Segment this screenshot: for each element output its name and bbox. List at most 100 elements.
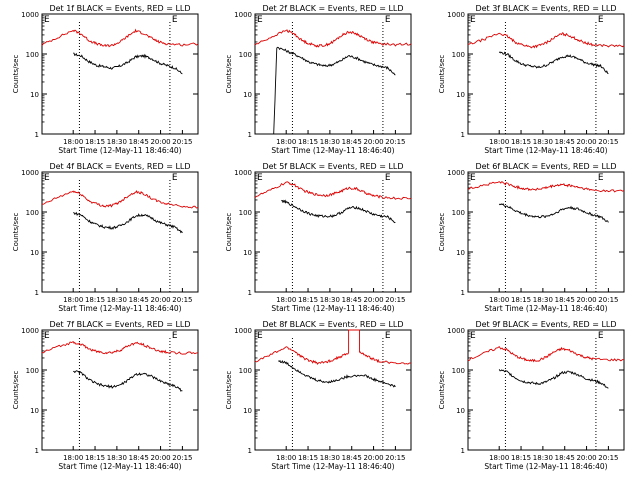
x-tick-label: 20:00: [363, 454, 383, 462]
x-tick-label: 18:15: [298, 296, 318, 304]
corner-mark: E: [172, 331, 178, 341]
plot-frame: [254, 171, 412, 293]
panel-title: Det 3f BLACK = Events, RED = LLD: [475, 4, 616, 13]
series-lld-line: [41, 28, 199, 48]
x-tick-label: 20:15: [385, 138, 405, 146]
corner-mark: E: [44, 331, 50, 341]
y-tick-label: 10: [456, 249, 465, 257]
x-tick-label: 20:00: [363, 138, 383, 146]
x-axis-label: Start Time (12-May-11 18:46:40): [58, 304, 181, 313]
y-tick-label: 1000: [21, 11, 39, 19]
y-tick-label: 100: [26, 209, 39, 217]
x-tick-label: 18:45: [129, 454, 149, 462]
panel-9: Det 9f BLACK = Events, RED = LLD 1 10 100 10…: [438, 320, 625, 471]
x-tick-label: 18:30: [533, 138, 553, 146]
x-tick-label: 18:30: [320, 296, 340, 304]
x-tick-label: 20:15: [172, 138, 192, 146]
series-lld-line: [467, 345, 625, 363]
x-axis-label: Start Time (12-May-11 18:46:40): [58, 146, 181, 155]
x-axis-label: Start Time (12-May-11 18:46:40): [484, 146, 607, 155]
corner-mark: E: [257, 15, 263, 25]
x-tick-label: 20:00: [363, 296, 383, 304]
y-tick-label: 100: [452, 51, 465, 59]
x-tick-label: 20:00: [576, 138, 596, 146]
x-tick-label: 20:00: [150, 296, 170, 304]
x-tick-label: 18:00: [276, 296, 296, 304]
x-tick-label: 18:15: [85, 138, 105, 146]
x-tick-label: 18:00: [63, 296, 83, 304]
x-tick-label: 18:00: [276, 454, 296, 462]
y-tick-label: 1: [248, 447, 252, 455]
series-lld-line: [41, 340, 199, 355]
y-tick-label: 1: [248, 131, 252, 139]
x-tick-label: 18:15: [85, 296, 105, 304]
corner-mark: E: [385, 173, 391, 183]
x-tick-label: 20:00: [150, 138, 170, 146]
corner-mark: E: [172, 15, 178, 25]
x-tick-label: 18:30: [107, 296, 127, 304]
x-tick-label: 18:00: [276, 138, 296, 146]
x-tick-label: 20:00: [576, 454, 596, 462]
y-tick-label: 1: [35, 289, 39, 297]
y-tick-label: 1000: [447, 169, 465, 177]
x-axis-label: Start Time (12-May-11 18:46:40): [58, 462, 181, 471]
x-tick-label: 18:30: [107, 138, 127, 146]
y-axis-label: Counts/sec: [12, 371, 20, 410]
series-events-line: [278, 359, 396, 388]
x-tick-label: 18:15: [298, 138, 318, 146]
y-tick-label: 1000: [234, 11, 252, 19]
panel-4: Det 4f BLACK = Events, RED = LLD 1 10 100 10…: [12, 162, 199, 313]
corner-mark: E: [598, 15, 604, 25]
y-tick-label: 10: [243, 91, 252, 99]
y-tick-label: 100: [26, 51, 39, 59]
corner-mark: E: [598, 173, 604, 183]
series-lld-line: [41, 190, 199, 209]
y-tick-label: 10: [30, 91, 39, 99]
x-axis-label: Start Time (12-May-11 18:46:40): [271, 146, 394, 155]
x-tick-label: 20:15: [172, 454, 192, 462]
y-tick-label: 1000: [21, 169, 39, 177]
panel-2: Det 2f BLACK = Events, RED = LLD 1 10 100 10…: [225, 4, 412, 155]
x-tick-label: 20:15: [598, 138, 618, 146]
y-axis-label: Counts/sec: [12, 213, 20, 252]
corner-mark: E: [385, 15, 391, 25]
x-tick-label: 18:15: [511, 454, 531, 462]
corner-mark: E: [385, 331, 391, 341]
y-tick-label: 100: [239, 367, 252, 375]
x-tick-label: 18:30: [320, 454, 340, 462]
y-tick-label: 100: [452, 209, 465, 217]
y-tick-label: 1: [35, 447, 39, 455]
y-axis-label: Counts/sec: [438, 371, 446, 410]
series-events-line: [498, 51, 609, 75]
plot-frame: [41, 13, 199, 135]
corner-mark: E: [470, 15, 476, 25]
panel-1: Det 1f BLACK = Events, RED = LLD 1 10 100 10…: [12, 4, 199, 155]
y-axis-label: Counts/sec: [225, 55, 233, 94]
y-tick-label: 1: [461, 131, 465, 139]
x-tick-label: 18:15: [511, 296, 531, 304]
y-tick-label: 1000: [234, 169, 252, 177]
corner-mark: E: [257, 173, 263, 183]
x-tick-label: 20:00: [576, 296, 596, 304]
plot-frame: [467, 171, 625, 293]
panel-8: Det 8f BLACK = Events, RED = LLD 1 10 100 10…: [225, 320, 412, 471]
series-events-line: [498, 369, 609, 389]
x-tick-label: 18:45: [129, 138, 149, 146]
y-tick-label: 1000: [234, 327, 252, 335]
panel-title: Det 7f BLACK = Events, RED = LLD: [49, 320, 190, 329]
x-tick-label: 18:45: [555, 296, 575, 304]
y-tick-label: 1000: [447, 327, 465, 335]
series-events-line: [498, 203, 609, 223]
x-tick-label: 18:15: [85, 454, 105, 462]
x-tick-label: 18:15: [298, 454, 318, 462]
x-tick-label: 18:30: [533, 296, 553, 304]
plot-frame: [467, 13, 625, 135]
y-tick-label: 1: [248, 289, 252, 297]
x-tick-label: 18:45: [555, 138, 575, 146]
panel-7: Det 7f BLACK = Events, RED = LLD 1 10 100 10…: [12, 320, 199, 471]
series-lld-line: [467, 32, 625, 49]
corner-mark: E: [598, 331, 604, 341]
y-tick-label: 100: [239, 209, 252, 217]
x-tick-label: 18:00: [489, 454, 509, 462]
